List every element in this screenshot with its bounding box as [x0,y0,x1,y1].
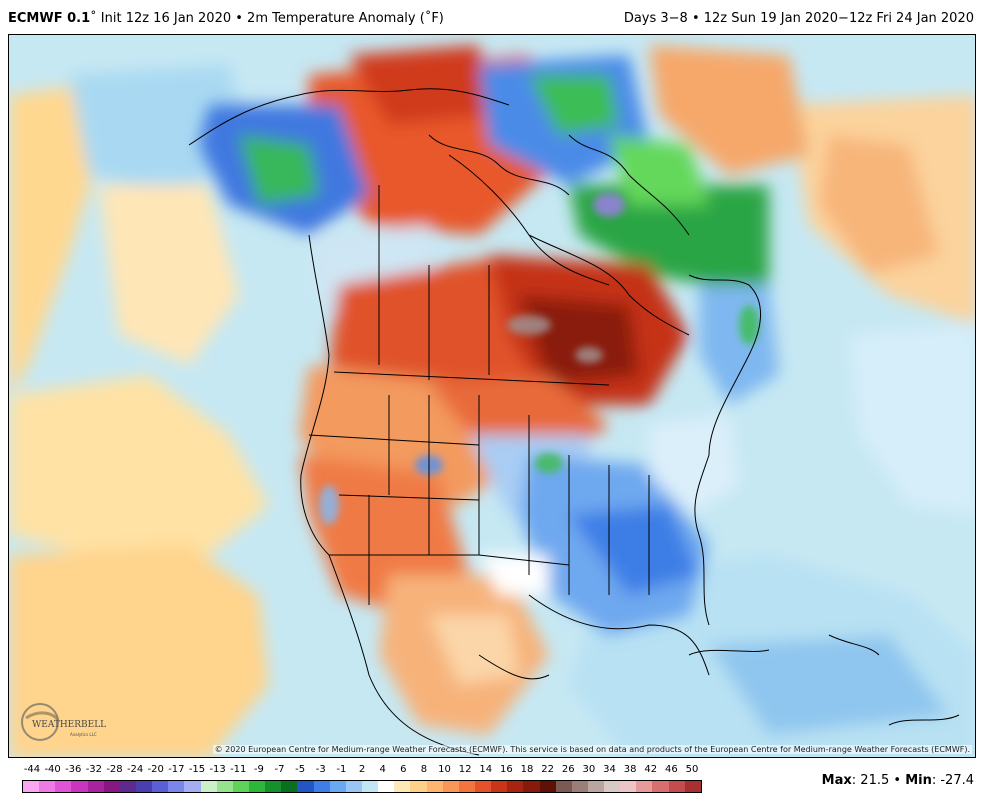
anomaly-map [8,34,976,758]
legend-tick-label: 18 [520,764,534,775]
legend-tick-label: -28 [106,764,123,775]
min-label: Min [905,773,932,788]
coastlines-borders [188,88,960,756]
map-graphic [9,35,975,757]
legend-tick-label: -15 [188,764,206,775]
color-legend: -44 -40 -36 -32 -28 -24 -20 -17 -15 -13 -11 -9 -7 -5-… [22,764,702,794]
legend-swatch [216,781,233,792]
legend-tick-label: -5 [295,764,306,775]
legend-tick-label: 14 [479,764,493,775]
legend-tick-labels: -44 -40 -36 -32 -28 -24 -20 -17 -15 -13 -11 -9 -7 -5-… [22,764,702,778]
max-value: 21.5 [860,773,890,788]
land-anomaly-shading [199,45,809,735]
legend-swatch [265,781,282,792]
legend-swatch [313,781,330,792]
legend-tick-label: -24 [126,764,144,775]
legend-swatch [135,781,153,792]
legend-tick-label: 34 [603,764,616,775]
legend-swatch [87,781,104,792]
legend-swatch [555,781,572,792]
legend-swatch [248,781,266,792]
legend-swatch [571,781,588,792]
legend-swatch [297,781,314,792]
max-min-stats: Max: 21.5 • Min: -27.4 [821,773,974,788]
legend-tick-label: 12 [458,764,472,775]
legend-tick-label: 30 [582,764,596,775]
weatherbell-logo: WEATHERBELL Analytics LLC [18,700,108,744]
legend-swatch [587,781,605,792]
max-label: Max [821,773,852,788]
logo-text: WEATHERBELL [32,720,106,730]
legend-swatch [636,781,653,792]
legend-swatch [345,781,362,792]
legend-swatch [394,781,411,792]
legend-swatch [491,781,508,792]
legend-tick-label: 2 [358,764,366,775]
legend-swatch [23,781,40,792]
legend-swatch [668,781,685,792]
legend-tick-label: 6 [400,764,407,775]
ocean-anomaly-shading [9,65,975,757]
legend-swatch [55,781,72,792]
legend-tick-label: 38 [623,764,637,775]
legend-tick-label: -11 [230,764,247,775]
legend-tick-label: 4 [379,764,386,775]
legend-tick-label: 50 [685,764,699,775]
legend-swatch [281,781,298,792]
legend-tick-label: -20 [147,764,164,775]
header-bar: ECMWF 0.1˚ Init 12z 16 Jan 2020 • 2m Tem… [0,0,984,34]
legend-swatch [620,781,637,792]
legend-swatch [426,781,443,792]
legend-swatch [458,781,475,792]
legend-tick-label: -32 [85,764,103,775]
legend-tick-label: 22 [541,764,554,775]
legend-swatch [684,781,701,792]
legend-tick-label: -17 [168,764,185,775]
legend-swatch [232,781,249,792]
legend-tick-label: -40 [44,764,61,775]
map-title: ECMWF 0.1˚ Init 12z 16 Jan 2020 • 2m Tem… [8,11,444,26]
legend-tick-label: -13 [209,764,226,775]
legend-tick-label: 26 [561,764,575,775]
fine-anomaly-detail [319,193,759,525]
logo-subtext: Analytics LLC [70,732,97,737]
legend-swatch [119,781,136,792]
valid-period: Days 3−8 • 12z Sun 19 Jan 2020−12z Fri 2… [623,11,974,26]
legend-color-scale [22,780,702,793]
model-name: ECMWF 0.1 [8,11,91,26]
legend-swatch [652,781,669,792]
legend-swatch [71,781,88,792]
legend-swatch [604,781,621,792]
legend-swatch [378,781,395,792]
legend-tick-label: -9 [253,764,264,775]
legend-tick-label: 46 [665,764,678,775]
legend-swatch [507,781,524,792]
legend-swatch [168,781,185,792]
title-details: ˚ Init 12z 16 Jan 2020 • 2m Temperature … [90,11,444,26]
legend-tick-label: -1 [336,764,347,775]
legend-swatch [410,781,427,792]
legend-swatch [184,781,201,792]
legend-tick-label: -3 [315,764,326,775]
legend-swatch [442,781,459,792]
legend-tick-label: -44 [23,764,41,775]
legend-tick-label: 10 [438,764,451,775]
legend-tick-label: -36 [65,764,82,775]
legend-swatch [200,781,217,792]
legend-swatch [329,781,346,792]
legend-swatch [523,781,540,792]
legend-swatch [39,781,56,792]
legend-swatch [539,781,556,792]
legend-tick-label: 8 [420,764,428,775]
legend-swatch [152,781,169,792]
legend-swatch [474,781,492,792]
legend-swatch [103,781,120,792]
copyright-notice: © 2020 European Centre for Medium-range … [212,745,972,754]
legend-tick-label: 42 [644,764,658,775]
legend-tick-label: 16 [500,764,513,775]
legend-tick-label: -7 [274,764,285,775]
min-value: -27.4 [940,773,974,788]
legend-swatch [361,781,379,792]
